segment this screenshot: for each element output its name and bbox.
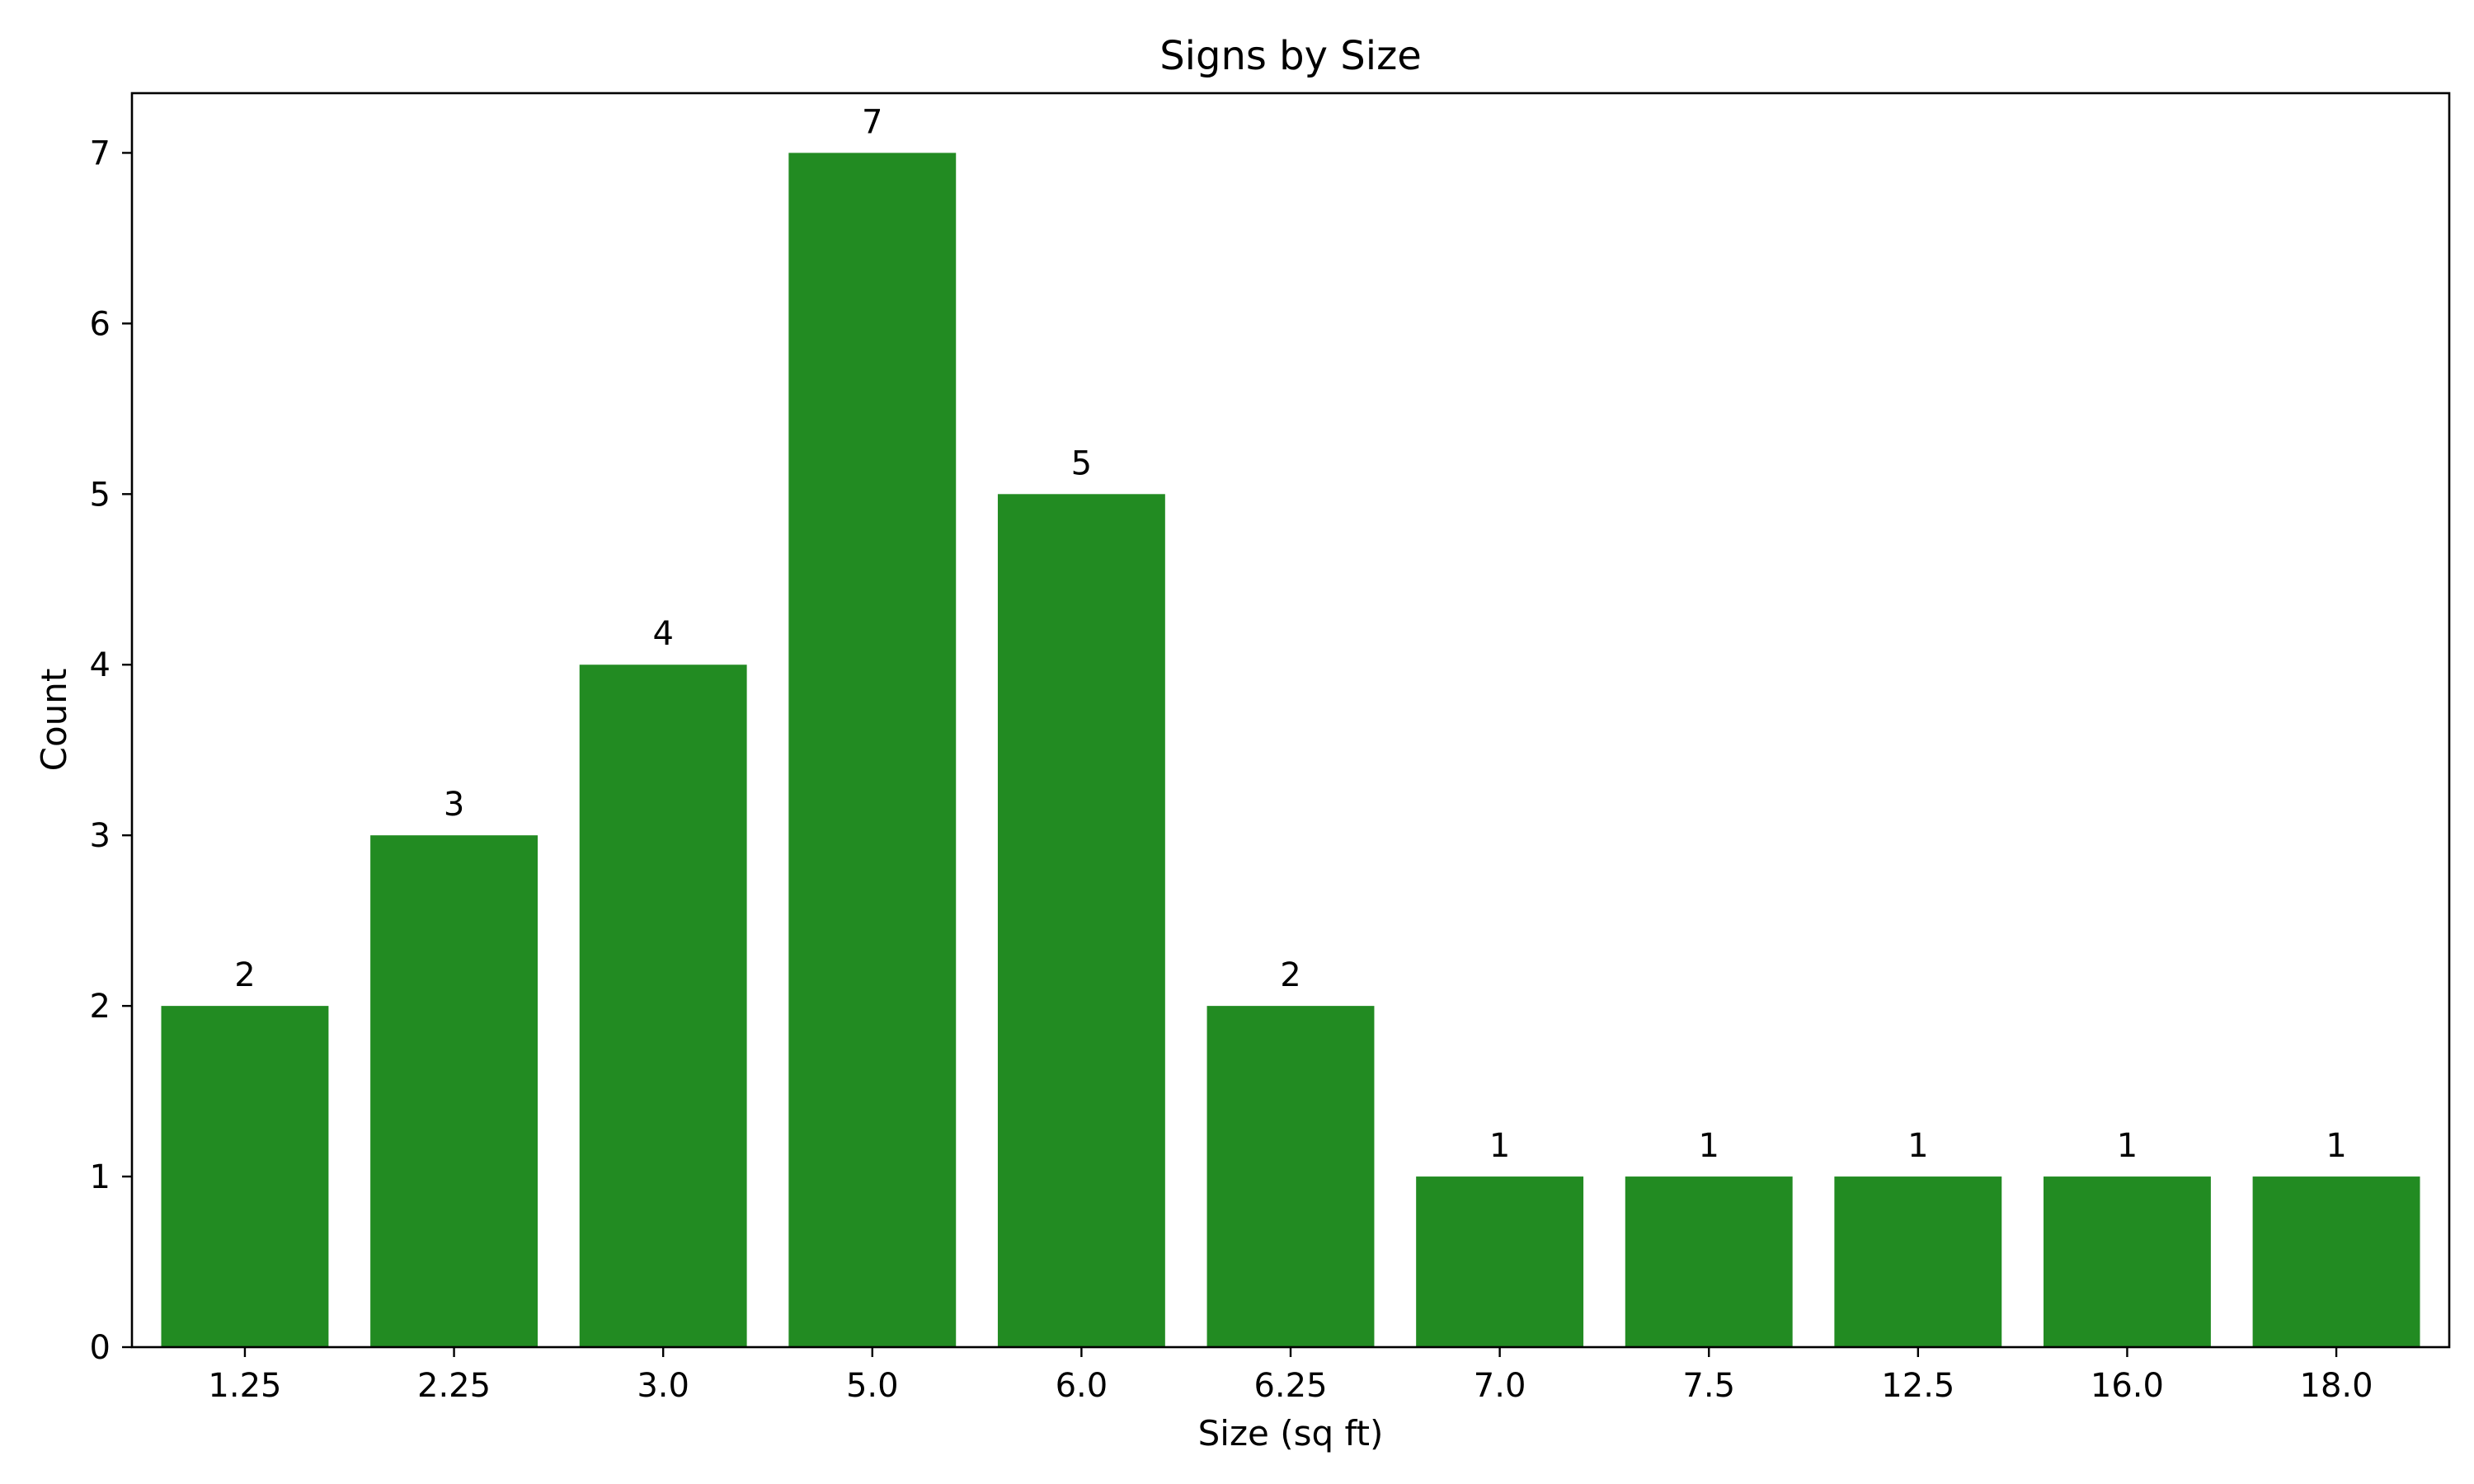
x-tick-label: 7.5 [1682, 1367, 1735, 1405]
x-tick-label: 1.25 [208, 1367, 281, 1405]
chart-title: Signs by Size [1159, 33, 1422, 79]
x-tick-label: 5.0 [846, 1367, 899, 1405]
x-tick-label: 18.0 [2300, 1367, 2373, 1405]
y-tick-label: 3 [90, 817, 111, 855]
y-tick-label: 0 [90, 1329, 111, 1367]
y-tick-label: 2 [90, 988, 111, 1026]
y-axis-label: Count [34, 669, 74, 772]
bar-7-5 [1625, 1176, 1793, 1347]
bar-18-0 [2252, 1176, 2420, 1347]
y-tick-label: 4 [90, 646, 111, 684]
bar-3-0 [579, 665, 747, 1347]
x-tick-label: 3.0 [637, 1367, 689, 1405]
plot-frame [130, 92, 2451, 1349]
bar-12-5 [1834, 1176, 2002, 1347]
bar-1-25 [161, 1006, 329, 1347]
y-tick-label: 5 [90, 476, 111, 514]
data-label: 1 [1698, 1127, 1719, 1165]
data-label: 1 [1489, 1127, 1510, 1165]
data-label: 3 [444, 786, 464, 824]
x-tick-label: 7.0 [1474, 1367, 1526, 1405]
y-axis-ticks: 0 1 2 3 4 5 6 7 [90, 134, 132, 1367]
bar-16-0 [2043, 1176, 2211, 1347]
bar-2-25 [370, 835, 539, 1347]
data-label: 2 [234, 956, 255, 994]
data-label: 5 [1071, 444, 1092, 482]
y-tick-label: 1 [90, 1158, 111, 1196]
x-axis-ticks: 1.25 2.25 3.0 5.0 6.0 6.25 7.0 7.5 12.5 16.0 18.0 [208, 1347, 2373, 1405]
x-tick-label: 16.0 [2091, 1367, 2164, 1405]
bar-6-25 [1206, 1006, 1375, 1347]
x-tick-label: 12.5 [1881, 1367, 1954, 1405]
x-tick-label: 6.0 [1056, 1367, 1108, 1405]
x-tick-label: 6.25 [1253, 1367, 1327, 1405]
data-labels-layer: 2 3 4 7 5 2 1 1 1 1 1 [234, 103, 2347, 1165]
bars-layer [161, 153, 2420, 1347]
y-tick-label: 7 [90, 134, 111, 172]
y-tick-label: 6 [90, 305, 111, 343]
data-label: 2 [1280, 956, 1300, 994]
bar-7-0 [1416, 1176, 1584, 1347]
bar-6-0 [997, 494, 1165, 1347]
x-tick-label: 2.25 [417, 1367, 491, 1405]
x-axis-label: Size (sq ft) [1198, 1413, 1384, 1453]
data-label: 4 [652, 615, 673, 653]
data-label: 1 [2326, 1127, 2346, 1165]
data-label: 1 [2117, 1127, 2138, 1165]
data-label: 1 [1907, 1127, 1928, 1165]
bar-5-0 [788, 153, 957, 1347]
data-label: 7 [862, 103, 882, 141]
